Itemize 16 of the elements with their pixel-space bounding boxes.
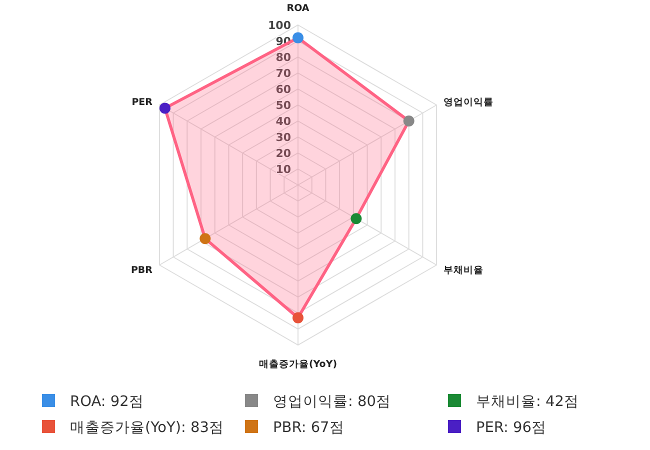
y-tick-label: 80 xyxy=(276,51,292,64)
spoke-label: 부채비율 xyxy=(443,265,484,276)
y-tick-label: 40 xyxy=(276,115,292,128)
y-tick-label: 70 xyxy=(276,67,292,80)
spoke-label: PER xyxy=(132,97,154,108)
y-tick-label: 100 xyxy=(268,19,292,32)
y-tick-label: 30 xyxy=(276,131,292,144)
y-tick-label: 20 xyxy=(276,147,292,160)
spoke-label: PBR xyxy=(130,265,154,276)
spoke-label: 영업이익률 xyxy=(443,97,494,108)
y-tick-label: 50 xyxy=(276,99,292,112)
y-tick-label: 60 xyxy=(276,83,292,96)
notes: ROA: 92점 영업이익률: 80점 부채비율: 42점 매출증가율(YoY): 83점 PBR: 67점 PER: 96점 xyxy=(42,394,579,436)
spoke-label: ROA xyxy=(286,3,310,14)
spoke-label: 매출증가율(YoY) xyxy=(258,359,338,370)
y-tick-label: 10 xyxy=(276,163,292,176)
